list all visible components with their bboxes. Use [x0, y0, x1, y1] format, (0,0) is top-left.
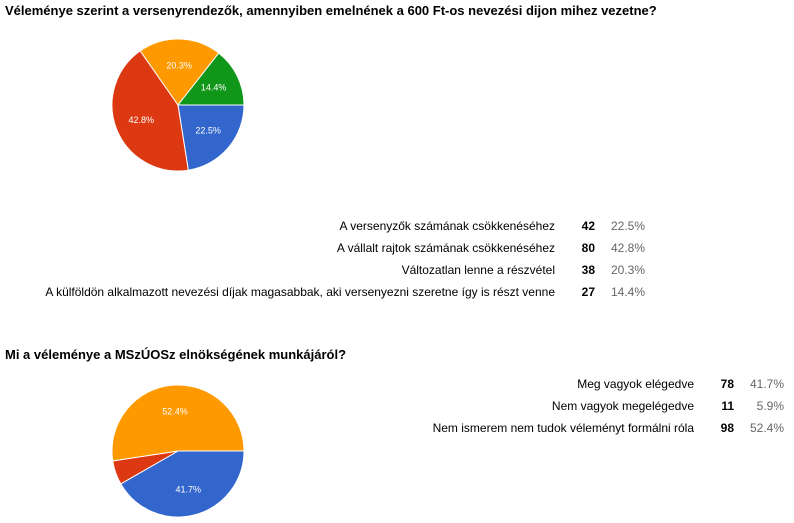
answer-label: Nem ismerem nem tudok véleményt formálni… [432, 421, 694, 435]
pie-slice [111, 50, 189, 172]
answer-label: A külföldön alkalmazott nevezési díjak m… [45, 285, 555, 299]
summary-row: A vállalt rajtok számának csökkenéséhez 8… [45, 237, 645, 259]
question-2-title: Mi a véleménye a MSzÚOSz elnökségének mu… [5, 347, 347, 362]
answer-count: 11 [721, 399, 734, 413]
pie-slice [111, 384, 245, 462]
pie-slice-label: 22.5% [195, 126, 221, 136]
summary-row: A versenyzők számának csökkenéséhez 42 22.… [45, 215, 645, 237]
summary-row: Meg vagyok elégedve 78 41.7% [433, 373, 784, 395]
pie-slice-label: 42.8% [129, 115, 155, 125]
pie-slice-label: 14.4% [201, 83, 227, 93]
question-2-summary-table: Meg vagyok elégedve 78 41.7% Nem vagyok meg… [433, 373, 784, 439]
answer-percent: 42.8% [610, 241, 645, 255]
answer-percent: 14.4% [610, 285, 645, 299]
answer-count: 27 [581, 285, 595, 299]
question-1-summary-table: A versenyzők számának csökkenéséhez 42 22.… [45, 215, 645, 303]
answer-percent: 52.4% [749, 421, 784, 435]
pie-slice [139, 38, 220, 106]
answer-percent: 22.5% [610, 219, 645, 233]
answer-percent: 41.7% [749, 377, 784, 391]
question-1-pie-chart: 22.5% 42.8% 20.3% 14.4% [111, 38, 245, 172]
answer-count: 78 [720, 377, 734, 391]
pie-slice-label: 52.4% [162, 407, 188, 417]
answer-percent: 5.9% [756, 399, 784, 413]
answer-count: 98 [720, 421, 734, 435]
answer-label: Meg vagyok elégedve [577, 377, 694, 391]
summary-row: Változatlan lenne a részvétel 38 20.3% [45, 259, 645, 281]
answer-count: 38 [581, 263, 595, 277]
answer-count: 80 [581, 241, 595, 255]
answer-label: Nem vagyok megelégedve [551, 399, 694, 413]
answer-label: A vállalt rajtok számának csökkenéséhez [336, 241, 555, 255]
pie-slice-label: 20.3% [166, 60, 192, 70]
question-2-pie-chart: 41.7% 52.4% [111, 384, 245, 518]
answer-label: Változatlan lenne a részvétel [401, 263, 555, 277]
pie-slice [177, 104, 245, 171]
answer-percent: 20.3% [610, 263, 645, 277]
answer-count: 42 [581, 219, 595, 233]
summary-row: Nem ismerem nem tudok véleményt formálni… [433, 417, 784, 439]
pie-slice-label: 41.7% [175, 484, 201, 494]
summary-row: A külföldön alkalmazott nevezési díjak m… [45, 281, 645, 303]
question-1-title: Véleménye szerint a versenyrendezők, ame… [5, 3, 657, 18]
summary-row: Nem vagyok megelégedve 11 5.9% [433, 395, 784, 417]
pie-slice [120, 450, 245, 518]
answer-label: A versenyzők számának csökkenéséhez [339, 219, 555, 233]
pie-slice [176, 52, 245, 106]
